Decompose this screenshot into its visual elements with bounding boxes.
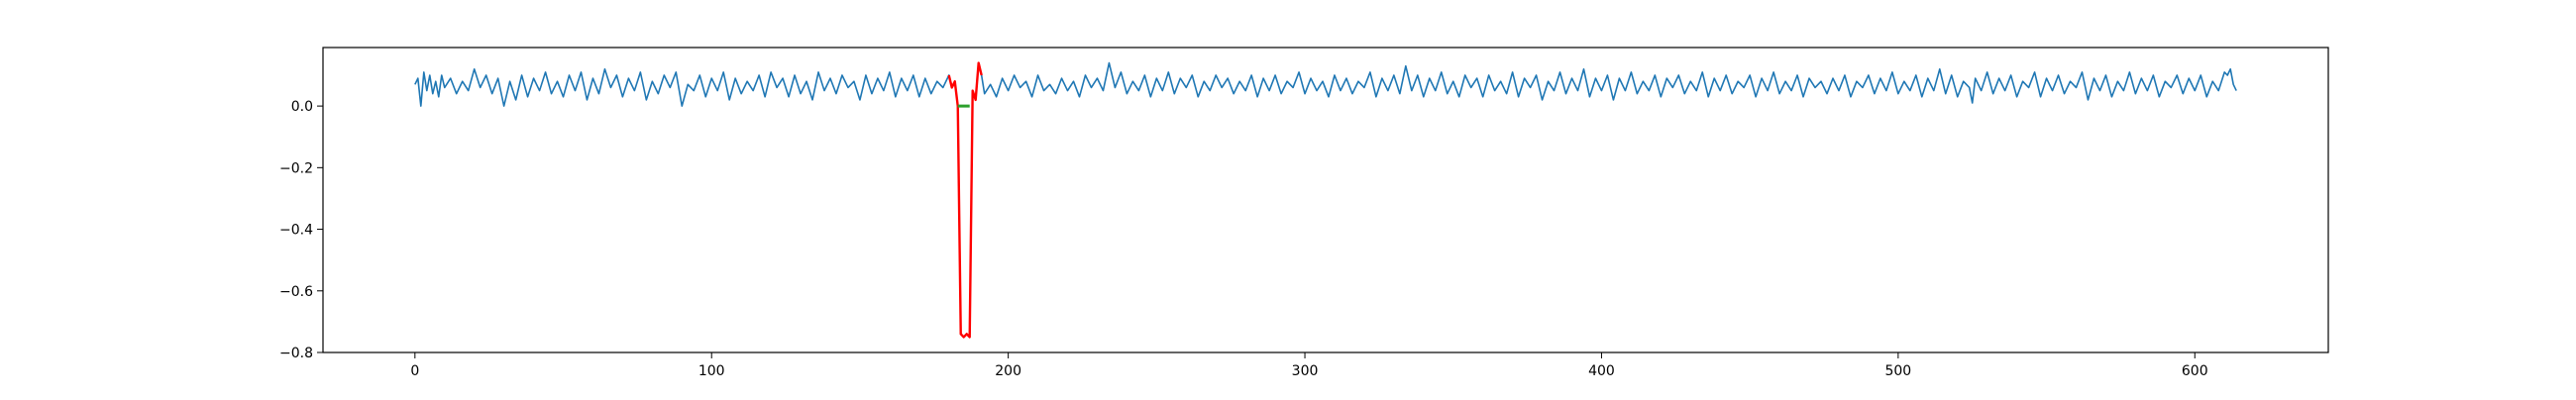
x-tick-label: 400 (1588, 363, 1615, 379)
series-layer (414, 61, 2237, 339)
y-tick-label: −0.6 (279, 284, 313, 300)
x-axis: 0 100 200 300 400 500 600 (410, 352, 2208, 379)
plot-area (323, 48, 2328, 352)
y-tick-label: 0.0 (291, 99, 313, 115)
x-tick-label: 0 (410, 363, 419, 379)
x-tick-label: 200 (995, 363, 1021, 379)
blue-series-line (414, 61, 2237, 339)
red-anomaly-line (947, 61, 983, 339)
x-tick-label: 300 (1292, 363, 1319, 379)
x-tick-label: 100 (698, 363, 725, 379)
y-tick-label: −0.2 (279, 160, 313, 176)
y-tick-label: −0.8 (279, 346, 313, 361)
y-tick-label: −0.4 (279, 223, 313, 239)
y-axis: 0.0 −0.2 −0.4 −0.6 −0.8 (279, 99, 323, 361)
x-tick-label: 500 (1884, 363, 1911, 379)
x-tick-label: 600 (2182, 363, 2208, 379)
plot-frame (322, 47, 2329, 353)
